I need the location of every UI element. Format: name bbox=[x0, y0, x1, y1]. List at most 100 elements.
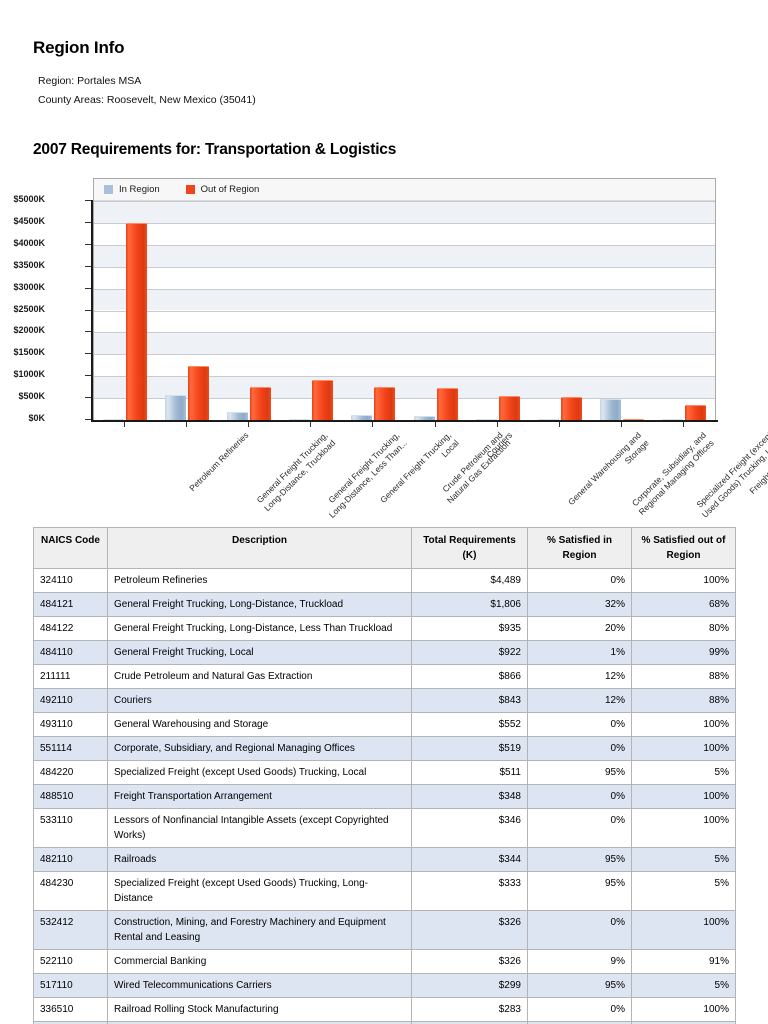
cell-naics-code: 533110 bbox=[33, 808, 108, 848]
col-header-total-line1: Total Requirements bbox=[423, 535, 516, 546]
bar-in-region[interactable] bbox=[227, 411, 249, 420]
y-axis-tick-label: $4000K bbox=[13, 237, 45, 248]
bar-in-region[interactable] bbox=[103, 419, 125, 420]
chart-bar-group bbox=[342, 179, 404, 420]
x-axis-tick-mark bbox=[682, 422, 684, 427]
cell-satisfied-out-region: 100% bbox=[631, 808, 736, 848]
table-row[interactable]: 484110 General Freight Trucking, Local $92… bbox=[33, 640, 736, 665]
col-header-in-line1: % Satisfied in bbox=[546, 535, 612, 546]
bar-out-of-region[interactable] bbox=[436, 387, 458, 420]
cell-satisfied-out-region: 88% bbox=[631, 688, 736, 713]
bar-in-region[interactable] bbox=[413, 415, 435, 420]
cell-description: Lessors of Nonfinancial Intangible Asset… bbox=[107, 808, 412, 848]
cell-satisfied-out-region: 5% bbox=[631, 760, 736, 785]
col-header-satisfied-in-region[interactable]: % Satisfied in Region bbox=[527, 527, 632, 569]
table-row[interactable]: 484230 Specialized Freight (except Used G… bbox=[33, 871, 736, 911]
cell-satisfied-out-region: 100% bbox=[631, 784, 736, 809]
chart-title: 2007 Requirements for: Transportation & … bbox=[33, 141, 397, 158]
cell-satisfied-out-region: 100% bbox=[631, 736, 736, 761]
chart-band bbox=[94, 201, 715, 223]
x-axis-label-line: General Warehousing and bbox=[565, 430, 643, 508]
cell-satisfied-out-region: 5% bbox=[631, 871, 736, 911]
table-row[interactable]: 488510 Freight Transportation Arrangement… bbox=[33, 784, 736, 809]
cell-satisfied-in-region: 12% bbox=[527, 688, 632, 713]
table-row[interactable]: 211111 Crude Petroleum and Natural Gas Ex… bbox=[33, 664, 736, 689]
col-header-naics-code[interactable]: NAICS Code bbox=[33, 527, 108, 569]
legend-label-out-of-region: Out of Region bbox=[200, 184, 260, 195]
bar-out-of-region[interactable] bbox=[560, 397, 582, 420]
chart-legend: In Region Out of Region bbox=[94, 179, 715, 201]
chart-bar-group bbox=[529, 179, 591, 420]
legend-swatch-in-region bbox=[104, 185, 113, 194]
bar-out-of-region[interactable] bbox=[374, 386, 396, 420]
cell-naics-code: 484110 bbox=[33, 640, 108, 665]
col-header-out-line2: Region bbox=[666, 550, 701, 561]
cell-satisfied-out-region: 100% bbox=[631, 997, 736, 1022]
x-axis-tick-mark bbox=[434, 422, 436, 427]
cell-satisfied-out-region: 5% bbox=[631, 973, 736, 998]
x-axis-tick-mark bbox=[496, 422, 498, 427]
cell-total-requirements: $935 bbox=[411, 616, 528, 641]
table-row[interactable]: 532412 Construction, Mining, and Forestry… bbox=[33, 910, 736, 950]
x-axis-tick-mark bbox=[186, 422, 188, 427]
cell-description: Corporate, Subsidiary, and Regional Mana… bbox=[107, 736, 412, 761]
bar-in-region[interactable] bbox=[599, 398, 621, 420]
table-row[interactable]: 425120Wholesale Trade Agents and Brokers… bbox=[33, 1021, 736, 1024]
table-row[interactable]: 551114 Corporate, Subsidiary, and Regiona… bbox=[33, 736, 736, 761]
legend-item-in-region[interactable]: In Region bbox=[104, 184, 160, 195]
table-row[interactable]: 484122 General Freight Trucking, Long-Dis… bbox=[33, 616, 736, 641]
col-header-satisfied-out-region[interactable]: % Satisfied out of Region bbox=[631, 527, 736, 569]
table-row[interactable]: 522110 Commercial Banking $326 9% 91% bbox=[33, 949, 736, 974]
bar-out-of-region[interactable] bbox=[622, 418, 644, 420]
table-row[interactable]: 482110 Railroads $344 95% 5% bbox=[33, 847, 736, 872]
cell-naics-code: 211111 bbox=[33, 664, 108, 689]
cell-satisfied-in-region: 0% bbox=[527, 736, 632, 761]
bar-in-region[interactable] bbox=[351, 415, 373, 420]
bar-out-of-region[interactable] bbox=[188, 366, 210, 420]
col-header-description-line1: Description bbox=[231, 535, 287, 546]
chart-gridline bbox=[94, 310, 715, 312]
table-row[interactable]: 533110 Lessors of Nonfinancial Intangible… bbox=[33, 808, 736, 848]
table-row[interactable]: 493110 General Warehousing and Storage $55… bbox=[33, 712, 736, 737]
bar-out-of-region[interactable] bbox=[126, 223, 148, 420]
bar-out-of-region[interactable] bbox=[312, 380, 334, 420]
bar-out-of-region[interactable] bbox=[498, 395, 520, 420]
cell-satisfied-in-region: 9% bbox=[527, 949, 632, 974]
bar-in-region[interactable] bbox=[537, 419, 559, 420]
cell-total-requirements: $344 bbox=[411, 847, 528, 872]
bar-in-region[interactable] bbox=[289, 419, 311, 420]
cell-satisfied-out-region: 99% bbox=[631, 640, 736, 665]
table-row[interactable]: 336510 Railroad Rolling Stock Manufacturi… bbox=[33, 997, 736, 1022]
cell-description: Specialized Freight (except Used Goods) … bbox=[107, 871, 412, 911]
chart-bar-group bbox=[591, 179, 653, 420]
col-header-description[interactable]: Description bbox=[107, 527, 412, 569]
table-row[interactable]: 517110 Wired Telecommunications Carriers $… bbox=[33, 973, 736, 998]
region-name-line: Region: Portales MSA bbox=[38, 75, 142, 87]
x-axis-tick-mark bbox=[124, 422, 126, 427]
y-axis-tick-mark bbox=[85, 243, 91, 245]
chart-gridline bbox=[94, 288, 715, 290]
cell-naics-code: 532412 bbox=[33, 910, 108, 950]
table-row[interactable]: 484121 General Freight Trucking, Long-Dis… bbox=[33, 592, 736, 617]
col-header-total-line2: (K) bbox=[462, 550, 477, 561]
table-row[interactable]: 324110 Petroleum Refineries $4,489 0% 100% bbox=[33, 568, 736, 593]
cell-satisfied-in-region: 0% bbox=[527, 997, 632, 1022]
col-header-total-requirements[interactable]: Total Requirements (K) bbox=[411, 527, 528, 569]
y-axis-tick-label: $1500K bbox=[13, 347, 45, 358]
bar-out-of-region[interactable] bbox=[684, 404, 706, 420]
cell-satisfied-in-region: 95% bbox=[527, 847, 632, 872]
legend-item-out-of-region[interactable]: Out of Region bbox=[185, 184, 260, 195]
cell-description: Railroads bbox=[107, 847, 412, 872]
y-axis-tick-mark bbox=[85, 353, 91, 355]
bar-in-region[interactable] bbox=[165, 394, 187, 420]
table-row[interactable]: 484220 Specialized Freight (except Used G… bbox=[33, 760, 736, 785]
bar-in-region[interactable] bbox=[475, 419, 497, 420]
chart-band bbox=[94, 244, 715, 267]
cell-total-requirements: $1,806 bbox=[411, 592, 528, 617]
cell-satisfied-out-region: 100% bbox=[631, 568, 736, 593]
bar-out-of-region[interactable] bbox=[250, 387, 272, 420]
chart-band bbox=[94, 376, 715, 399]
chart-band bbox=[94, 332, 715, 355]
table-row[interactable]: 492110 Couriers $843 12% 88% bbox=[33, 688, 736, 713]
bar-in-region[interactable] bbox=[661, 419, 683, 420]
